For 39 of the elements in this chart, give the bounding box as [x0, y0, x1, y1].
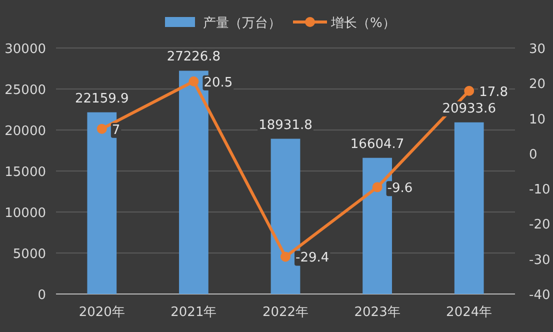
- point: [188, 76, 199, 86]
- x-tick-label: 2024年: [446, 305, 492, 320]
- y-tick-label: 10000: [4, 206, 46, 221]
- data-label: 17.8: [479, 84, 508, 100]
- data-label: -9.6: [387, 181, 413, 196]
- y2-tick-label: 20: [529, 77, 546, 92]
- point: [96, 124, 107, 134]
- y-tick-label: 5000: [12, 247, 46, 262]
- legend-label: 增长（%）: [330, 16, 396, 31]
- y2-tick-label: -40: [529, 288, 550, 303]
- y-tick-label: 30000: [4, 42, 46, 57]
- data-label: 20.5: [204, 75, 233, 90]
- x-tick-label: 2020年: [78, 305, 125, 320]
- x-tick-label: 2021年: [170, 305, 217, 320]
- legend-label: 产量（万台）: [203, 16, 281, 31]
- y-tick-label: 25000: [4, 83, 46, 98]
- y2-tick-label: -10: [529, 182, 550, 198]
- y2-tick-label: 30: [529, 42, 546, 57]
- point: [280, 252, 290, 262]
- point: [372, 182, 382, 192]
- bar: [87, 112, 117, 294]
- data-label: 16604.7: [350, 136, 404, 152]
- y-tick-label: 20000: [4, 124, 46, 139]
- bar: [454, 122, 484, 294]
- y2-tick-label: 0: [529, 147, 538, 162]
- x-tick-label: 2023年: [354, 305, 400, 320]
- y-tick-label: 15000: [4, 165, 46, 180]
- y-tick-label: 0: [38, 288, 46, 303]
- data-label: 18931.8: [258, 118, 312, 133]
- point: [464, 86, 474, 96]
- data-label: -29.4: [296, 250, 330, 266]
- data-label: 22159.9: [75, 91, 129, 106]
- y2-tick-label: -20: [529, 218, 550, 233]
- y2-tick-label: -30: [529, 252, 550, 268]
- data-label: 27226.8: [166, 50, 221, 65]
- y2-tick-label: 10: [529, 112, 546, 128]
- data-label: 20933.6: [442, 101, 496, 116]
- x-tick-label: 2022年: [262, 305, 309, 320]
- data-label: 7: [112, 122, 120, 138]
